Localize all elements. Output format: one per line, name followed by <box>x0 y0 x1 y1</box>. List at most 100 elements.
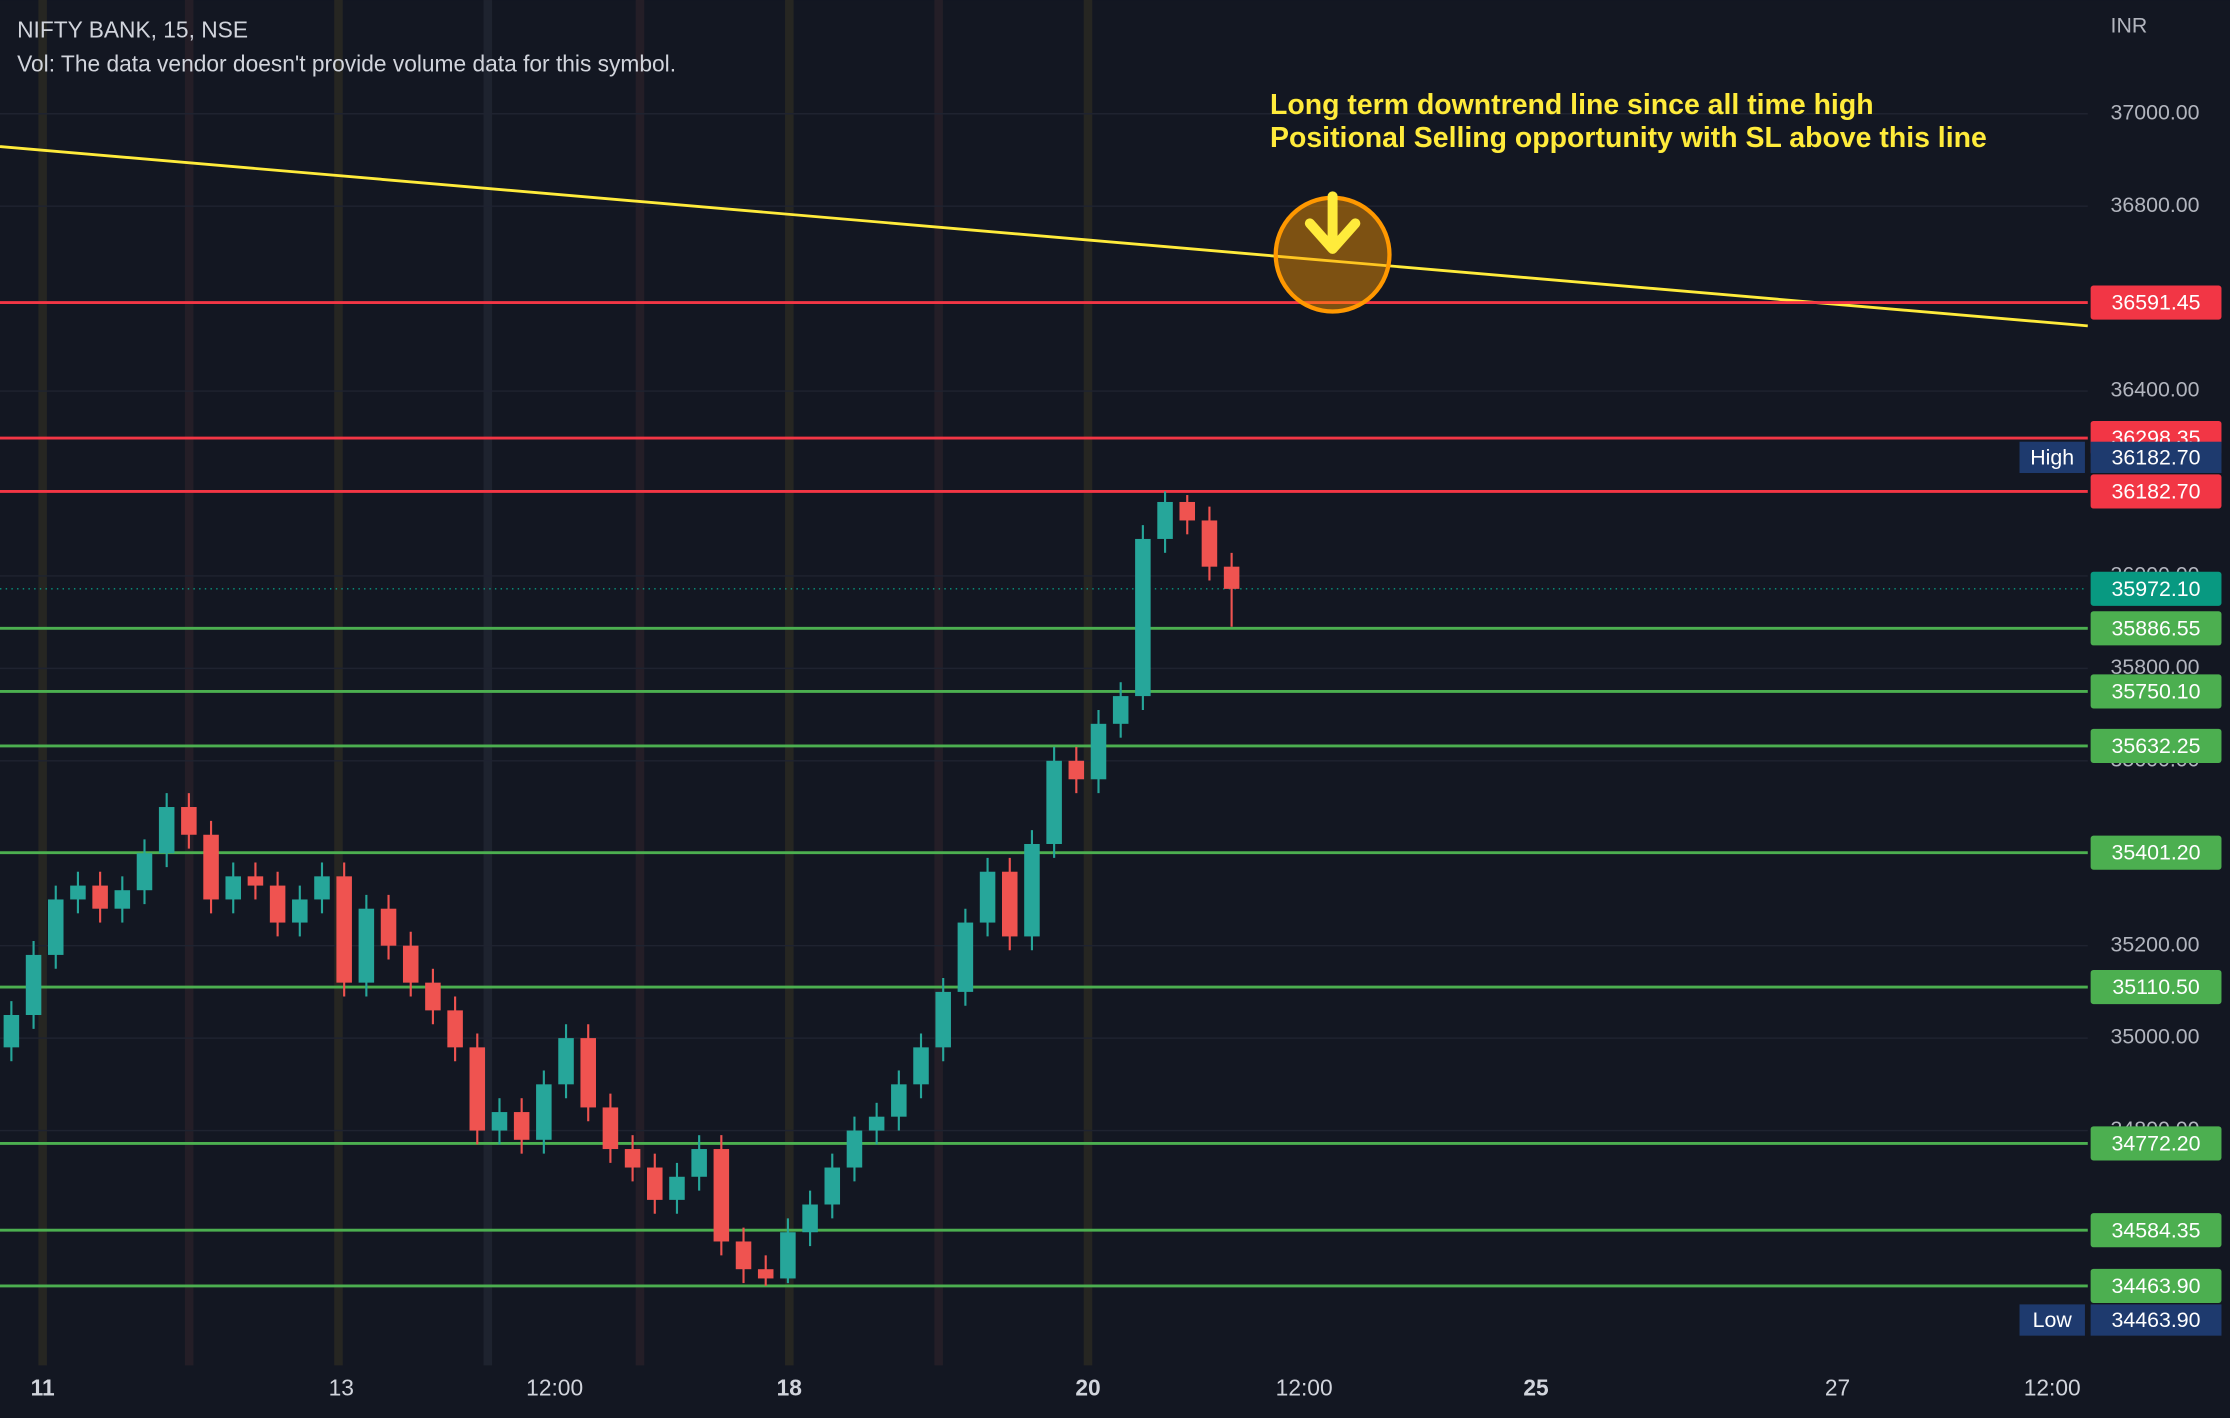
level-label: 34463.90 <box>2112 1274 2201 1298</box>
candle-body <box>513 1112 530 1140</box>
candle-body <box>846 1130 863 1168</box>
level-label: 35750.10 <box>2112 679 2201 703</box>
candle-body <box>469 1047 486 1131</box>
x-tick-label: 12:00 <box>2024 1375 2081 1401</box>
candle-body <box>1068 760 1085 780</box>
session-separators <box>38 0 1093 1366</box>
level-label-bg <box>2090 285 2222 320</box>
low_marker-value-bg <box>2090 1304 2222 1336</box>
candle-body <box>1046 760 1062 844</box>
candle-body <box>314 876 330 900</box>
level-label-bg <box>2090 1213 2222 1248</box>
candle-body <box>935 991 951 1048</box>
candle-body <box>1001 871 1018 937</box>
candle-body <box>25 954 42 1016</box>
candle-body <box>979 871 996 923</box>
x-tick-label: 11 <box>31 1375 55 1401</box>
candle-body <box>647 1167 663 1200</box>
level-label: 35632.25 <box>2112 734 2201 758</box>
y-tick-label: 35200.00 <box>2111 932 2200 956</box>
candle-body <box>447 1010 463 1048</box>
candle-body <box>735 1241 752 1270</box>
candle-body <box>181 807 197 835</box>
level-label-bg <box>2090 728 2222 763</box>
level-label: 34584.35 <box>2112 1218 2201 1242</box>
candle-body <box>136 853 153 891</box>
low_marker-text: Low <box>2033 1308 2073 1332</box>
level-label: 36591.45 <box>2112 291 2201 315</box>
candle-body <box>491 1112 508 1131</box>
candle-body <box>624 1149 641 1168</box>
candle-body <box>1201 520 1218 567</box>
low_marker-box <box>2019 1304 2085 1336</box>
candle-body <box>580 1038 596 1108</box>
x-tick-label: 20 <box>1075 1375 1100 1401</box>
level-label-bg <box>2090 969 2222 1005</box>
candle-body <box>536 1084 552 1140</box>
x-tick-label: 27 <box>1825 1375 1850 1401</box>
candle-body <box>336 876 352 983</box>
level-label-bg <box>2090 674 2222 709</box>
candle-body <box>824 1167 841 1205</box>
y-tick-label: 36800.00 <box>2111 193 2200 217</box>
grid <box>0 113 2088 1132</box>
candle-body <box>1157 501 1173 539</box>
currency-label: INR <box>2111 14 2148 38</box>
trend-line <box>0 145 2088 328</box>
level-label-bg <box>2090 1126 2222 1161</box>
candle-body <box>957 922 974 992</box>
candle-body <box>1024 843 1040 937</box>
candle-body <box>70 885 86 900</box>
last-price-label-bg <box>2090 571 2222 606</box>
low_marker-value: 34463.90 <box>2112 1308 2201 1332</box>
candle-body <box>203 834 219 900</box>
candle-body <box>225 876 242 900</box>
level-label: 36182.70 <box>2112 480 2201 504</box>
candle-body <box>913 1047 929 1085</box>
candle-body <box>1179 501 1196 521</box>
candle-body <box>1090 723 1107 780</box>
level-label-bg <box>2090 611 2222 646</box>
candle-body <box>802 1204 818 1233</box>
candle-body <box>757 1269 774 1279</box>
level-label-bg <box>2090 835 2222 870</box>
last-price-label: 35972.10 <box>2112 577 2201 601</box>
x-tick-label: 13 <box>329 1375 354 1401</box>
x-tick-label: 18 <box>777 1375 802 1401</box>
candle-body <box>92 885 108 909</box>
high_marker-text: High <box>2030 445 2074 469</box>
level-label-bg <box>2090 474 2222 509</box>
candle-body <box>247 876 264 886</box>
candle-body <box>380 908 397 946</box>
candle-body <box>691 1149 707 1177</box>
candle-body <box>780 1232 796 1279</box>
candle-body <box>868 1116 885 1131</box>
y-tick-label: 35000.00 <box>2111 1025 2200 1049</box>
x-tick-label: 25 <box>1523 1375 1549 1401</box>
chart-title: NIFTY BANK, 15, NSE <box>17 16 248 42</box>
high_marker-value-bg <box>2090 441 2222 473</box>
chart-subtitle: Vol: The data vendor doesn't provide vol… <box>17 50 676 76</box>
candle-body <box>558 1038 574 1085</box>
annotation-line: Positional Selling opportunity with SL a… <box>1270 122 1987 154</box>
candle-body <box>47 899 64 955</box>
high_marker-box <box>2019 441 2085 473</box>
candle-body <box>425 982 441 1011</box>
candle-body <box>269 885 286 923</box>
candle-body <box>114 890 131 909</box>
candle-body <box>1112 696 1129 724</box>
price-tags: 37000.0036800.0036400.0036000.0035800.00… <box>2019 100 2222 1336</box>
candle-body <box>891 1084 907 1117</box>
candle-body <box>358 908 375 983</box>
candle-body <box>3 1015 20 1048</box>
candles <box>3 491 1240 1286</box>
level-label: 35886.55 <box>2112 616 2201 640</box>
candle-body <box>713 1149 730 1242</box>
candle-body <box>602 1107 619 1150</box>
candle-body <box>402 945 419 983</box>
x-axis: 11 13 12:00 18 20 12:00 25 27 12:00 <box>31 1375 2081 1401</box>
candle-body <box>1135 538 1151 697</box>
levels <box>0 145 2088 1288</box>
high_marker-value: 36182.70 <box>2112 445 2201 469</box>
